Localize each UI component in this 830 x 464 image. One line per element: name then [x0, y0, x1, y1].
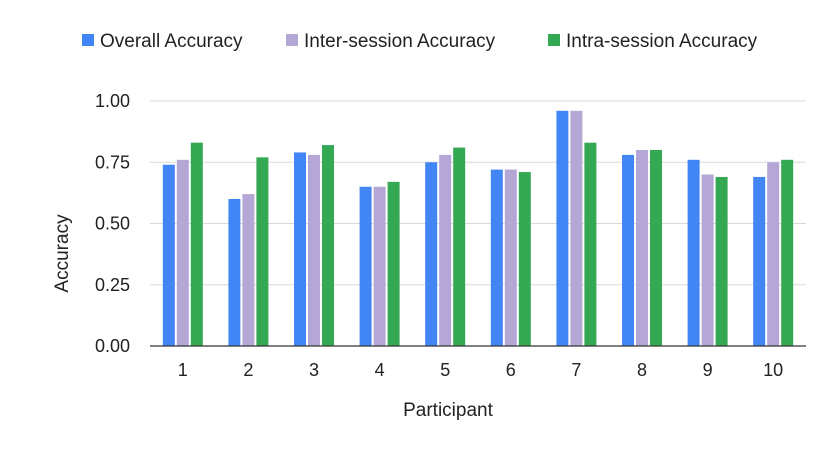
bar-inter-session-accuracy-5 — [439, 154, 452, 346]
bar-overall-accuracy-4 — [359, 186, 372, 346]
bar-intra-session-accuracy-10 — [781, 159, 794, 346]
y-tick-label: 0.50 — [95, 214, 130, 234]
x-tick-label: 8 — [637, 360, 647, 380]
y-tick-label: 0.25 — [95, 275, 130, 295]
bar-group-7 — [556, 110, 597, 346]
bar-overall-accuracy-9 — [687, 159, 700, 346]
bar-intra-session-accuracy-4 — [387, 181, 400, 346]
bar-overall-accuracy-5 — [425, 162, 438, 346]
x-tick-label: 6 — [506, 360, 516, 380]
bar-group-6 — [490, 169, 531, 346]
y-tick-label: 1.00 — [95, 91, 130, 111]
x-axis-title: Participant — [403, 400, 493, 421]
bar-overall-accuracy-10 — [753, 176, 766, 346]
bar-intra-session-accuracy-5 — [453, 147, 466, 346]
bar-group-1 — [162, 142, 203, 346]
bar-inter-session-accuracy-6 — [504, 169, 517, 346]
x-tick-label: 1 — [178, 360, 188, 380]
bar-intra-session-accuracy-6 — [518, 172, 531, 346]
bar-inter-session-accuracy-1 — [176, 159, 189, 346]
legend-item-intra-session-accuracy: Intra-session Accuracy — [548, 31, 758, 52]
bar-intra-session-accuracy-3 — [322, 145, 334, 346]
bar-overall-accuracy-7 — [556, 110, 569, 346]
bar-inter-session-accuracy-4 — [373, 186, 386, 346]
x-tick-label: 2 — [243, 360, 253, 380]
legend-label: Inter-session Accuracy — [304, 31, 496, 52]
legend-item-overall-accuracy: Overall Accuracy — [82, 31, 243, 52]
y-axis-title: Accuracy — [52, 214, 73, 293]
bar-overall-accuracy-3 — [294, 152, 306, 346]
legend-item-inter-session-accuracy: Inter-session Accuracy — [286, 31, 496, 52]
bar-group-3 — [294, 145, 334, 346]
x-tick-label: 9 — [703, 360, 713, 380]
legend-label: Overall Accuracy — [100, 31, 243, 52]
bar-inter-session-accuracy-7 — [570, 110, 583, 346]
bar-inter-session-accuracy-2 — [242, 194, 255, 346]
bar-inter-session-accuracy-3 — [308, 154, 320, 346]
x-axis-ticks: 1 2 3 4 5 6 7 8 9 10 — [178, 360, 783, 380]
y-axis-ticks: 0.00 0.25 0.50 0.75 1.00 — [95, 91, 130, 356]
bar-intra-session-accuracy-1 — [190, 142, 203, 346]
bar-intra-session-accuracy-7 — [584, 142, 597, 346]
y-tick-label: 0.75 — [95, 152, 130, 172]
legend-swatch — [82, 34, 94, 46]
bars — [162, 110, 794, 346]
bar-group-10 — [753, 159, 794, 346]
bar-inter-session-accuracy-10 — [767, 162, 780, 346]
x-tick-label: 4 — [375, 360, 385, 380]
bar-intra-session-accuracy-9 — [715, 176, 728, 346]
x-tick-label: 7 — [571, 360, 581, 380]
legend-swatch — [548, 34, 560, 46]
bar-inter-session-accuracy-9 — [701, 174, 714, 346]
bar-group-2 — [228, 157, 269, 346]
bar-intra-session-accuracy-8 — [650, 150, 662, 346]
bar-group-5 — [425, 147, 466, 346]
bar-group-8 — [622, 150, 662, 346]
bar-group-9 — [687, 159, 728, 346]
bar-overall-accuracy-8 — [622, 154, 634, 346]
bar-inter-session-accuracy-8 — [636, 150, 648, 346]
chart-legend: Overall Accuracy Inter-session Accuracy In… — [82, 31, 758, 52]
bar-overall-accuracy-2 — [228, 199, 241, 346]
legend-label: Intra-session Accuracy — [566, 31, 758, 52]
x-tick-label: 10 — [763, 360, 783, 380]
bar-group-4 — [359, 181, 400, 346]
x-tick-label: 3 — [309, 360, 319, 380]
bar-overall-accuracy-6 — [490, 169, 503, 346]
x-tick-label: 5 — [440, 360, 450, 380]
legend-swatch — [286, 34, 298, 46]
bar-intra-session-accuracy-2 — [256, 157, 269, 346]
bar-overall-accuracy-1 — [162, 164, 175, 346]
y-tick-label: 0.00 — [95, 336, 130, 356]
